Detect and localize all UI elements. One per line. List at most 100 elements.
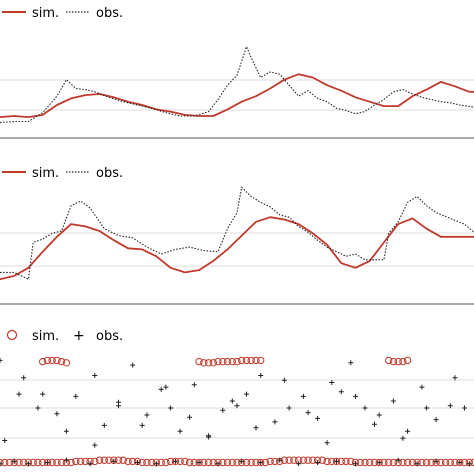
panel-2-plot [0, 186, 474, 281]
sim-point [318, 456, 326, 464]
obs-point [168, 405, 174, 411]
sim-point [209, 359, 218, 367]
obs-point [239, 458, 245, 464]
sim-point [342, 457, 350, 466]
sim-point [247, 458, 255, 467]
obs-point [329, 380, 335, 385]
sim-point [304, 456, 312, 464]
sim-point [257, 356, 265, 365]
obs-point [362, 405, 368, 411]
sim-point [403, 458, 412, 467]
obs-point [63, 457, 69, 463]
sim-point [271, 457, 279, 466]
sim-point [422, 458, 431, 467]
sim-point [309, 456, 317, 464]
legend-sim-marker [6, 329, 18, 341]
obs-point [433, 417, 439, 423]
obs-point [191, 382, 197, 388]
obs-point [215, 461, 221, 467]
obs-point [196, 460, 202, 465]
obs-point [16, 391, 22, 397]
obs-point [462, 405, 467, 411]
sim-point [361, 458, 369, 467]
obs-point [187, 414, 193, 420]
obs-point [130, 362, 136, 368]
obs-point [372, 421, 377, 427]
sim-point [57, 357, 66, 366]
obs-point [87, 461, 93, 467]
obs-point [11, 458, 17, 464]
sim-point [332, 457, 341, 466]
obs-point [135, 460, 140, 465]
obs-point [376, 412, 382, 418]
obs-point [315, 415, 321, 421]
sim-point [233, 357, 241, 366]
sim-point [0, 458, 4, 467]
sim-point [157, 458, 165, 467]
obs-point [139, 422, 145, 428]
sim-point [266, 457, 274, 466]
sim-point [0, 458, 9, 467]
sim-point [252, 356, 260, 365]
obs-point [286, 405, 292, 411]
sim-point [72, 457, 80, 466]
obs-point [111, 458, 117, 464]
obs-point [206, 434, 212, 440]
sim-point [43, 356, 52, 365]
sim-point [257, 458, 265, 467]
sim-point [247, 356, 255, 365]
series-line-obs [0, 46, 474, 124]
obs-point [466, 461, 472, 467]
panel-2-grid [0, 232, 474, 305]
sim-point [399, 458, 407, 467]
obs-point [63, 428, 69, 434]
sim-point [394, 357, 402, 366]
sim-point [399, 357, 407, 366]
legend-obs-label: obs. [96, 329, 123, 344]
legend-sim-label: sim. [32, 166, 59, 181]
sim-point [285, 456, 293, 464]
obs-point [277, 457, 283, 463]
sim-point [195, 458, 203, 467]
obs-point [2, 438, 8, 443]
sim-point [181, 457, 189, 466]
obs-point [334, 458, 339, 464]
sim-point [209, 458, 218, 467]
sim-point [39, 357, 47, 366]
sim-point [15, 458, 23, 467]
obs-point [258, 460, 264, 465]
sim-point [119, 456, 127, 464]
sim-point [5, 458, 14, 467]
obs-point [44, 460, 50, 465]
obs-point [338, 389, 344, 395]
sim-point [228, 357, 237, 366]
sim-point [129, 457, 137, 466]
sim-point [53, 458, 61, 467]
obs-point [457, 460, 463, 465]
sim-point [375, 458, 383, 467]
obs-point [54, 411, 60, 417]
obs-point [424, 405, 430, 411]
obs-point [229, 398, 235, 404]
obs-point [414, 461, 420, 467]
sim-point [456, 458, 464, 467]
obs-point [281, 377, 287, 383]
panel-2-legend: sim. obs. [2, 166, 123, 181]
obs-point [296, 461, 302, 467]
sim-point [323, 457, 331, 466]
series-line-sim [0, 73, 474, 118]
obs-point [220, 407, 226, 413]
sim-point [105, 456, 113, 464]
obs-point [405, 428, 411, 434]
obs-point [0, 461, 3, 467]
legend-sim-label: sim. [32, 329, 59, 344]
obs-point [253, 425, 259, 431]
sim-point [446, 458, 454, 467]
obs-point [419, 384, 425, 390]
sim-point [366, 458, 374, 467]
sim-point [29, 458, 37, 467]
obs-point [353, 393, 358, 399]
panel-3-plot [0, 356, 474, 467]
obs-point [315, 460, 321, 465]
